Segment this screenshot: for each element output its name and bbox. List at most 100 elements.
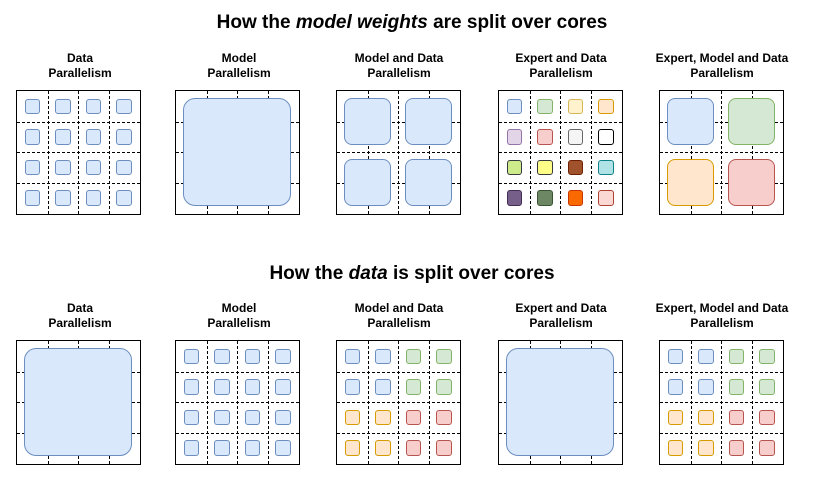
shard-block [116, 190, 132, 206]
shard-block [537, 159, 553, 175]
shard-block [667, 348, 683, 364]
data-label-expert-model-and-data-parallelism: Expert, Model and Data Parallelism [655, 301, 789, 330]
shard-block [55, 190, 71, 206]
shard-block [24, 98, 40, 114]
shard-block [55, 98, 71, 114]
shard-block [436, 409, 452, 425]
shard-block [698, 348, 714, 364]
shard-block [667, 98, 714, 145]
shard-block [85, 190, 101, 206]
shard-block [728, 409, 744, 425]
shard-block [24, 190, 40, 206]
shard-block [667, 440, 683, 456]
shard-block [344, 409, 360, 425]
data-label-expert-and-data-parallelism: Expert and Data Parallelism [515, 301, 607, 330]
shard-block [728, 348, 744, 364]
shard-block [436, 440, 452, 456]
shard-block [85, 159, 101, 175]
full-block [183, 98, 291, 206]
shard-block [698, 440, 714, 456]
data-grid-expert-and-data-parallelism [498, 340, 623, 465]
weights-label-expert-model-and-data-parallelism: Expert, Model and Data Parallelism [655, 51, 789, 80]
shard-block [344, 159, 391, 206]
core-divider [337, 432, 460, 434]
core-divider [337, 152, 460, 153]
shard-block [405, 348, 421, 364]
data-grid-model-parallelism [175, 340, 300, 465]
core-divider [751, 91, 753, 214]
core-divider [17, 152, 140, 153]
shard-block [214, 348, 230, 364]
shard-block [344, 348, 360, 364]
weights-label-model-parallelism: Model Parallelism [207, 51, 271, 80]
shard-block [598, 98, 614, 114]
shard-block [183, 409, 199, 425]
shard-block [214, 440, 230, 456]
shard-block [55, 129, 71, 145]
shard-block [275, 409, 291, 425]
weights-grid-model-parallelism [175, 90, 300, 215]
weights-section-title: How the model weights are split over cor… [216, 12, 608, 33]
core-divider [428, 91, 430, 214]
core-divider [590, 91, 592, 214]
shard-block [759, 379, 775, 395]
shard-block [405, 159, 452, 206]
shard-block [275, 440, 291, 456]
shard-block [537, 98, 553, 114]
core-divider [499, 182, 622, 184]
shard-block [183, 440, 199, 456]
shard-block [759, 440, 775, 456]
shard-block [405, 440, 421, 456]
shard-block [506, 190, 522, 206]
shard-block [728, 440, 744, 456]
data-section-title: How the data is split over cores [269, 263, 555, 284]
core-divider [337, 182, 460, 184]
shard-block [436, 379, 452, 395]
shard-block [667, 379, 683, 395]
weights-label-expert-and-data-parallelism: Expert and Data Parallelism [515, 51, 607, 80]
data-label-model-parallelism: Model Parallelism [207, 301, 271, 330]
core-divider [108, 91, 110, 214]
shard-block [344, 440, 360, 456]
shard-block [85, 129, 101, 145]
core-divider [428, 341, 430, 464]
shard-block [375, 379, 391, 395]
shard-block [214, 379, 230, 395]
core-divider [337, 402, 460, 403]
shard-block [116, 98, 132, 114]
full-block [506, 348, 614, 456]
data-grid-model-and-data-parallelism [336, 340, 461, 465]
shard-block [698, 409, 714, 425]
shard-block [116, 129, 132, 145]
shard-block [24, 159, 40, 175]
core-divider [660, 432, 783, 434]
core-divider [660, 402, 783, 403]
shard-block [55, 159, 71, 175]
shard-block [375, 409, 391, 425]
shard-block [375, 440, 391, 456]
data-grid-expert-model-and-data-parallelism [659, 340, 784, 465]
core-divider [660, 182, 783, 184]
shard-block [344, 98, 391, 145]
shard-block [728, 159, 775, 206]
shard-block [728, 98, 775, 145]
shard-block [116, 159, 132, 175]
weights-grid-expert-and-data-parallelism [498, 90, 623, 215]
weights-grid-data-parallelism [16, 90, 141, 215]
weights-grid-expert-model-and-data-parallelism [659, 90, 784, 215]
shard-block [698, 379, 714, 395]
data-label-model-and-data-parallelism: Model and Data Parallelism [354, 301, 444, 330]
shard-block [598, 159, 614, 175]
shard-block [24, 129, 40, 145]
shard-block [405, 379, 421, 395]
shard-block [567, 98, 583, 114]
shard-block [667, 409, 683, 425]
shard-block [405, 98, 452, 145]
shard-block [275, 348, 291, 364]
core-divider [17, 182, 140, 184]
shard-block [537, 129, 553, 145]
shard-block [567, 159, 583, 175]
weights-grid-model-and-data-parallelism [336, 90, 461, 215]
shard-block [728, 379, 744, 395]
shard-block [667, 159, 714, 206]
